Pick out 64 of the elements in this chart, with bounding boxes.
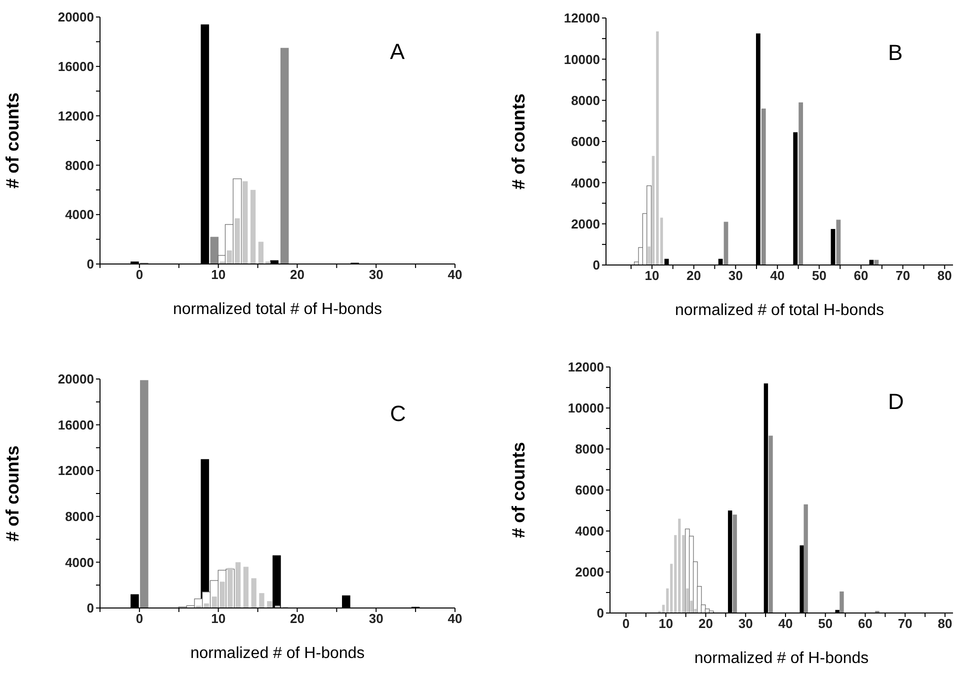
y-tick-label: 8000	[65, 509, 94, 524]
x-tick-label: 0	[136, 267, 144, 282]
text: C	[390, 401, 406, 427]
x-tick-label: 0	[622, 616, 630, 632]
y-tick-label: 2000	[571, 216, 600, 232]
y-tick-label: 4000	[65, 554, 94, 570]
x-tick-label: 20	[686, 268, 702, 284]
y-tick-label: 0	[86, 600, 94, 616]
y-tick-label: 4000	[65, 207, 94, 222]
x-tick-label: 70	[896, 268, 910, 284]
y-tick-label: 8000	[65, 158, 94, 173]
x-tick-label: 20	[290, 267, 304, 282]
x-tick-label: 60	[858, 616, 872, 632]
x-axis-title: normalized # of H-bonds	[694, 650, 869, 667]
y-axis-title: # of counts	[2, 445, 22, 542]
x-axis-title: normalized # of total H-bonds	[675, 302, 884, 319]
y-tick-label: 6000	[575, 482, 604, 498]
y-tick-label: 4000	[575, 524, 604, 539]
y-tick-label: 16000	[58, 59, 94, 74]
x-tick-label: 30	[738, 616, 753, 632]
y-tick-label: 20000	[58, 372, 94, 387]
x-tick-label: 40	[448, 611, 462, 626]
text: B	[888, 40, 903, 66]
x-tick-label: 10	[644, 268, 660, 284]
x-tick-label: 10	[211, 611, 226, 626]
y-tick-label: 8000	[571, 92, 600, 108]
x-tick-label: 60	[854, 268, 868, 284]
y-axis-title: # of counts	[2, 92, 22, 189]
x-axis-title: normalized total # of H-bonds	[173, 301, 382, 318]
x-tick-label: 50	[812, 268, 826, 284]
y-tick-label: 16000	[58, 417, 94, 432]
y-tick-label: 8000	[575, 442, 604, 457]
y-tick-label: 0	[86, 256, 94, 272]
y-tick-label: 10000	[564, 52, 600, 67]
x-tick-label: 50	[818, 616, 833, 632]
y-axis-title: # of counts	[508, 93, 528, 190]
y-tick-label: 10000	[568, 400, 604, 416]
x-tick-label: 20	[698, 616, 713, 632]
text: D	[888, 389, 904, 415]
y-tick-label: 6000	[571, 134, 600, 150]
x-tick-label: 30	[368, 611, 384, 626]
x-axis-title: normalized # of H-bonds	[190, 645, 365, 662]
x-tick-label: 80	[937, 268, 952, 284]
x-tick-label: 10	[211, 267, 226, 282]
x-tick-label: 40	[778, 616, 793, 632]
y-tick-label: 12000	[568, 360, 604, 375]
x-tick-label: 40	[770, 268, 785, 284]
x-tick-label: 20	[290, 611, 304, 626]
x-tick-label: 10	[658, 616, 674, 632]
x-tick-label: 0	[136, 611, 144, 626]
y-tick-label: 2000	[575, 564, 604, 580]
y-axis-title: # of counts	[508, 442, 528, 538]
y-tick-label: 20000	[58, 10, 94, 25]
x-tick-label: 30	[368, 267, 384, 282]
x-tick-label: 70	[898, 616, 912, 632]
y-tick-label: 4000	[571, 175, 600, 190]
x-tick-label: 40	[448, 267, 462, 282]
y-tick-label: 12000	[58, 108, 94, 124]
y-tick-label: 0	[592, 258, 600, 273]
x-tick-label: 30	[728, 268, 743, 284]
x-tick-label: 80	[938, 616, 952, 632]
text: A	[390, 39, 405, 65]
y-tick-label: 12000	[564, 10, 600, 26]
y-tick-label: 12000	[58, 463, 94, 478]
